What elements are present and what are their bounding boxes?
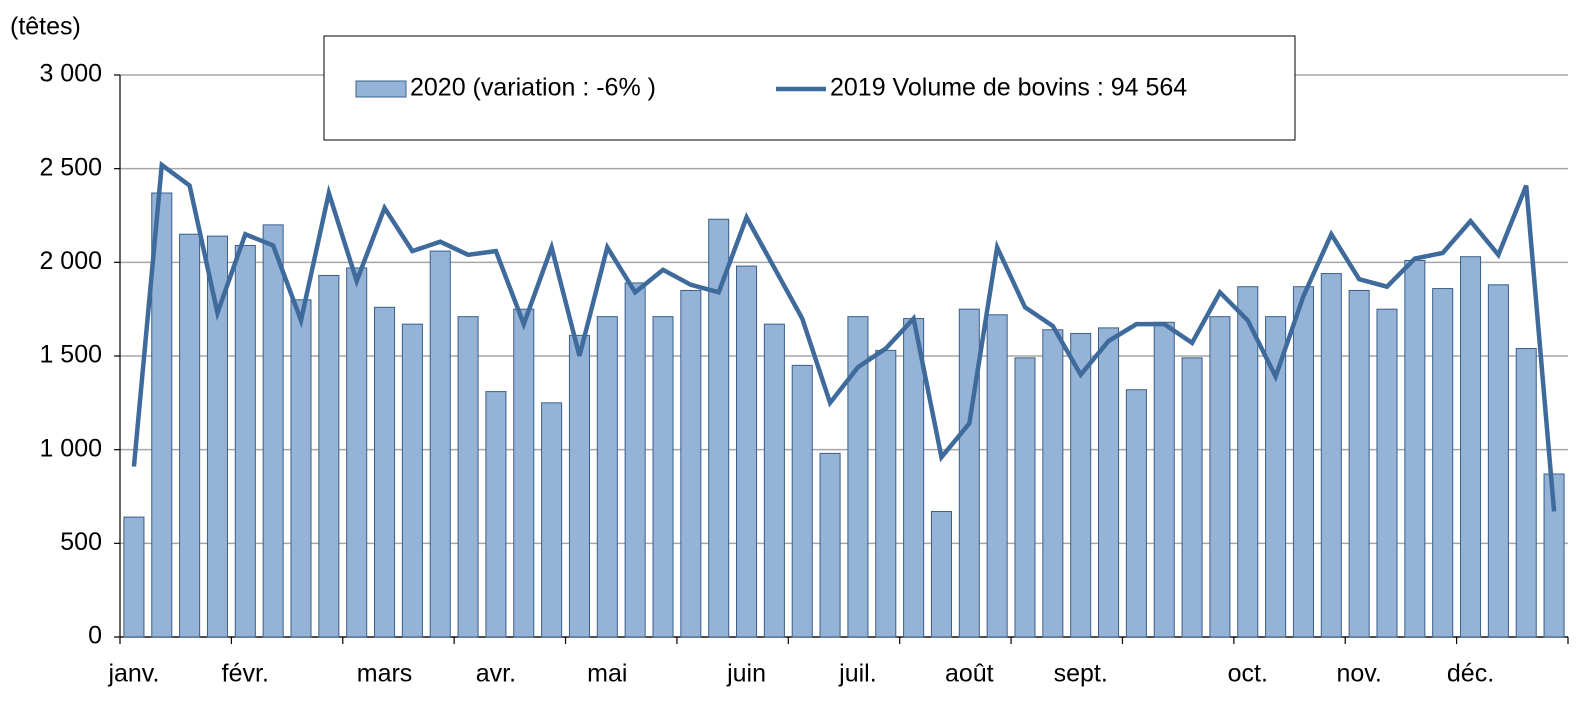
bar — [1070, 333, 1092, 638]
bar — [1320, 273, 1342, 638]
bar — [736, 265, 758, 638]
y-tick-label: 1 500 — [39, 341, 102, 369]
bar — [1292, 286, 1314, 638]
x-tick-label: déc. — [1447, 660, 1494, 688]
x-tick-label: sept. — [1054, 660, 1108, 688]
legend-label: 2019 Volume de bovins : 94 564 — [830, 74, 1187, 102]
bar — [179, 233, 201, 638]
bar — [290, 299, 312, 638]
x-tick-label: mai — [587, 660, 627, 688]
x-tick-label: juil. — [838, 660, 877, 688]
bar — [568, 334, 590, 638]
bar — [1543, 473, 1565, 638]
bar — [429, 250, 451, 638]
bar — [986, 314, 1008, 638]
y-tick-label: 500 — [60, 528, 102, 556]
bar — [708, 218, 730, 638]
bar — [1432, 288, 1454, 638]
bar — [1098, 327, 1120, 638]
bar — [1042, 329, 1064, 638]
y-axis-label: (têtes) — [10, 13, 81, 41]
legend-label: 2020 (variation : -6% ) — [410, 74, 656, 102]
bar — [958, 308, 980, 638]
bar — [1014, 357, 1036, 638]
bar — [1209, 316, 1231, 638]
bar — [1376, 308, 1398, 638]
bar — [903, 318, 925, 638]
bar — [1237, 286, 1259, 638]
bar — [541, 402, 563, 638]
bar — [318, 274, 340, 638]
bar — [513, 308, 535, 638]
bar — [346, 267, 368, 638]
x-tick-label: août — [945, 660, 994, 688]
y-tick-label: 1 000 — [39, 434, 102, 462]
bar — [1348, 289, 1370, 638]
y-tick-label: 0 — [88, 622, 102, 650]
line — [131, 160, 1557, 512]
bar — [624, 282, 646, 638]
bar — [1460, 256, 1482, 638]
bar — [401, 323, 423, 638]
x-tick-label: mars — [357, 660, 413, 688]
bar — [763, 323, 785, 638]
bar — [1181, 357, 1203, 638]
bar — [234, 244, 256, 638]
bar — [875, 349, 897, 638]
bar — [1487, 284, 1509, 638]
x-tick-label: juin — [726, 660, 766, 688]
bar — [930, 510, 952, 638]
y-tick-label: 2 000 — [39, 247, 102, 275]
bar — [123, 516, 145, 638]
bar — [1515, 348, 1537, 638]
bar — [680, 289, 702, 638]
x-tick-label: oct. — [1228, 660, 1268, 688]
bar — [1125, 389, 1147, 638]
x-tick-label: févr. — [222, 660, 269, 688]
bar — [819, 452, 841, 638]
x-tick-label: avr. — [476, 660, 516, 688]
bar — [206, 235, 228, 638]
y-tick-label: 3 000 — [39, 60, 102, 88]
legend-swatch — [355, 80, 407, 98]
bar — [485, 391, 507, 638]
bar — [652, 316, 674, 638]
x-tick-label: nov. — [1336, 660, 1381, 688]
bar — [847, 316, 869, 638]
bar — [457, 316, 479, 638]
bar — [1404, 259, 1426, 638]
bar — [1265, 316, 1287, 638]
bar — [596, 316, 618, 638]
x-tick-label: janv. — [107, 660, 159, 688]
y-tick-label: 2 500 — [39, 153, 102, 181]
bar — [791, 364, 813, 638]
bar — [1153, 321, 1175, 638]
bar — [262, 224, 284, 638]
bar — [374, 306, 396, 638]
bar — [151, 192, 173, 638]
